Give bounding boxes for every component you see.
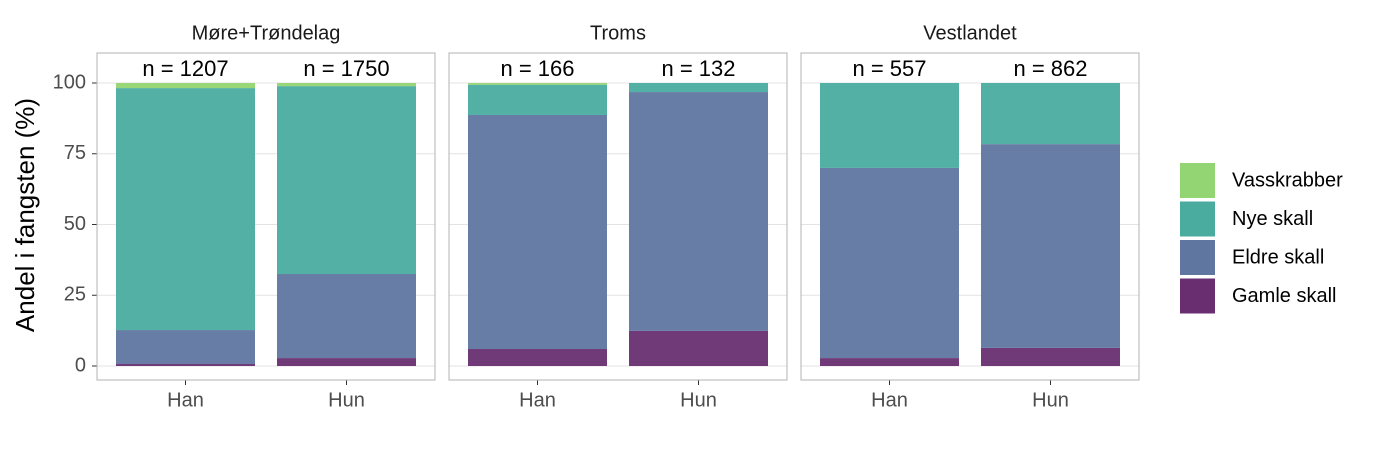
bar-segment xyxy=(981,347,1120,366)
bar-segment xyxy=(116,364,255,366)
legend-key xyxy=(1180,201,1215,237)
facet-title: Troms xyxy=(590,22,646,44)
bar-segment xyxy=(116,83,255,89)
n-label: n = 1207 xyxy=(142,56,228,81)
n-label: n = 862 xyxy=(1013,56,1087,81)
y-tick-label: 75 xyxy=(64,142,86,164)
y-tick-label: 100 xyxy=(53,71,86,93)
bar-segment xyxy=(277,274,416,359)
bar-segment xyxy=(468,114,607,350)
y-axis-label: Andel i fangsten (%) xyxy=(10,98,40,332)
x-tick-label: Hun xyxy=(328,389,365,411)
legend-key xyxy=(1180,240,1215,275)
y-tick-label: 25 xyxy=(64,284,86,306)
n-label: n = 1750 xyxy=(303,56,389,81)
bar-segment xyxy=(277,86,416,275)
legend-key xyxy=(1180,278,1215,314)
bar-segment xyxy=(820,358,959,366)
bar-segment xyxy=(981,144,1120,348)
n-label: n = 132 xyxy=(661,56,735,81)
n-label: n = 166 xyxy=(500,56,574,81)
legend-label: Gamle skall xyxy=(1232,285,1336,307)
bar-segment xyxy=(116,330,255,365)
bar-segment xyxy=(629,330,768,366)
x-tick-label: Han xyxy=(167,389,204,411)
x-tick-label: Hun xyxy=(680,389,717,411)
bar-segment xyxy=(820,83,959,168)
x-tick-label: Hun xyxy=(1032,389,1069,411)
bar-segment xyxy=(277,358,416,366)
x-tick-label: Han xyxy=(519,389,556,411)
legend-key xyxy=(1180,163,1215,198)
bar-segment xyxy=(981,83,1120,145)
legend-label: Nye skall xyxy=(1232,208,1313,230)
n-label: n = 557 xyxy=(852,56,926,81)
bar-segment xyxy=(277,83,416,87)
bar-segment xyxy=(820,167,959,359)
y-tick-label: 0 xyxy=(75,354,86,376)
facet-title: Vestlandet xyxy=(923,22,1017,44)
bar-segment xyxy=(468,84,607,115)
legend-label: Eldre skall xyxy=(1232,246,1324,268)
facet-title: Møre+Trøndelag xyxy=(192,22,341,44)
panel-border xyxy=(448,52,788,381)
bar-segment xyxy=(116,88,255,331)
bar-segment xyxy=(468,83,607,85)
y-tick-label: 50 xyxy=(64,213,86,235)
bar-segment xyxy=(629,92,768,331)
bar-segment xyxy=(629,83,768,93)
panel-border xyxy=(96,52,436,381)
x-tick-label: Han xyxy=(871,389,908,411)
legend-label: Vasskrabber xyxy=(1232,169,1343,191)
bar-segment xyxy=(468,349,607,366)
panel-border xyxy=(800,52,1140,381)
